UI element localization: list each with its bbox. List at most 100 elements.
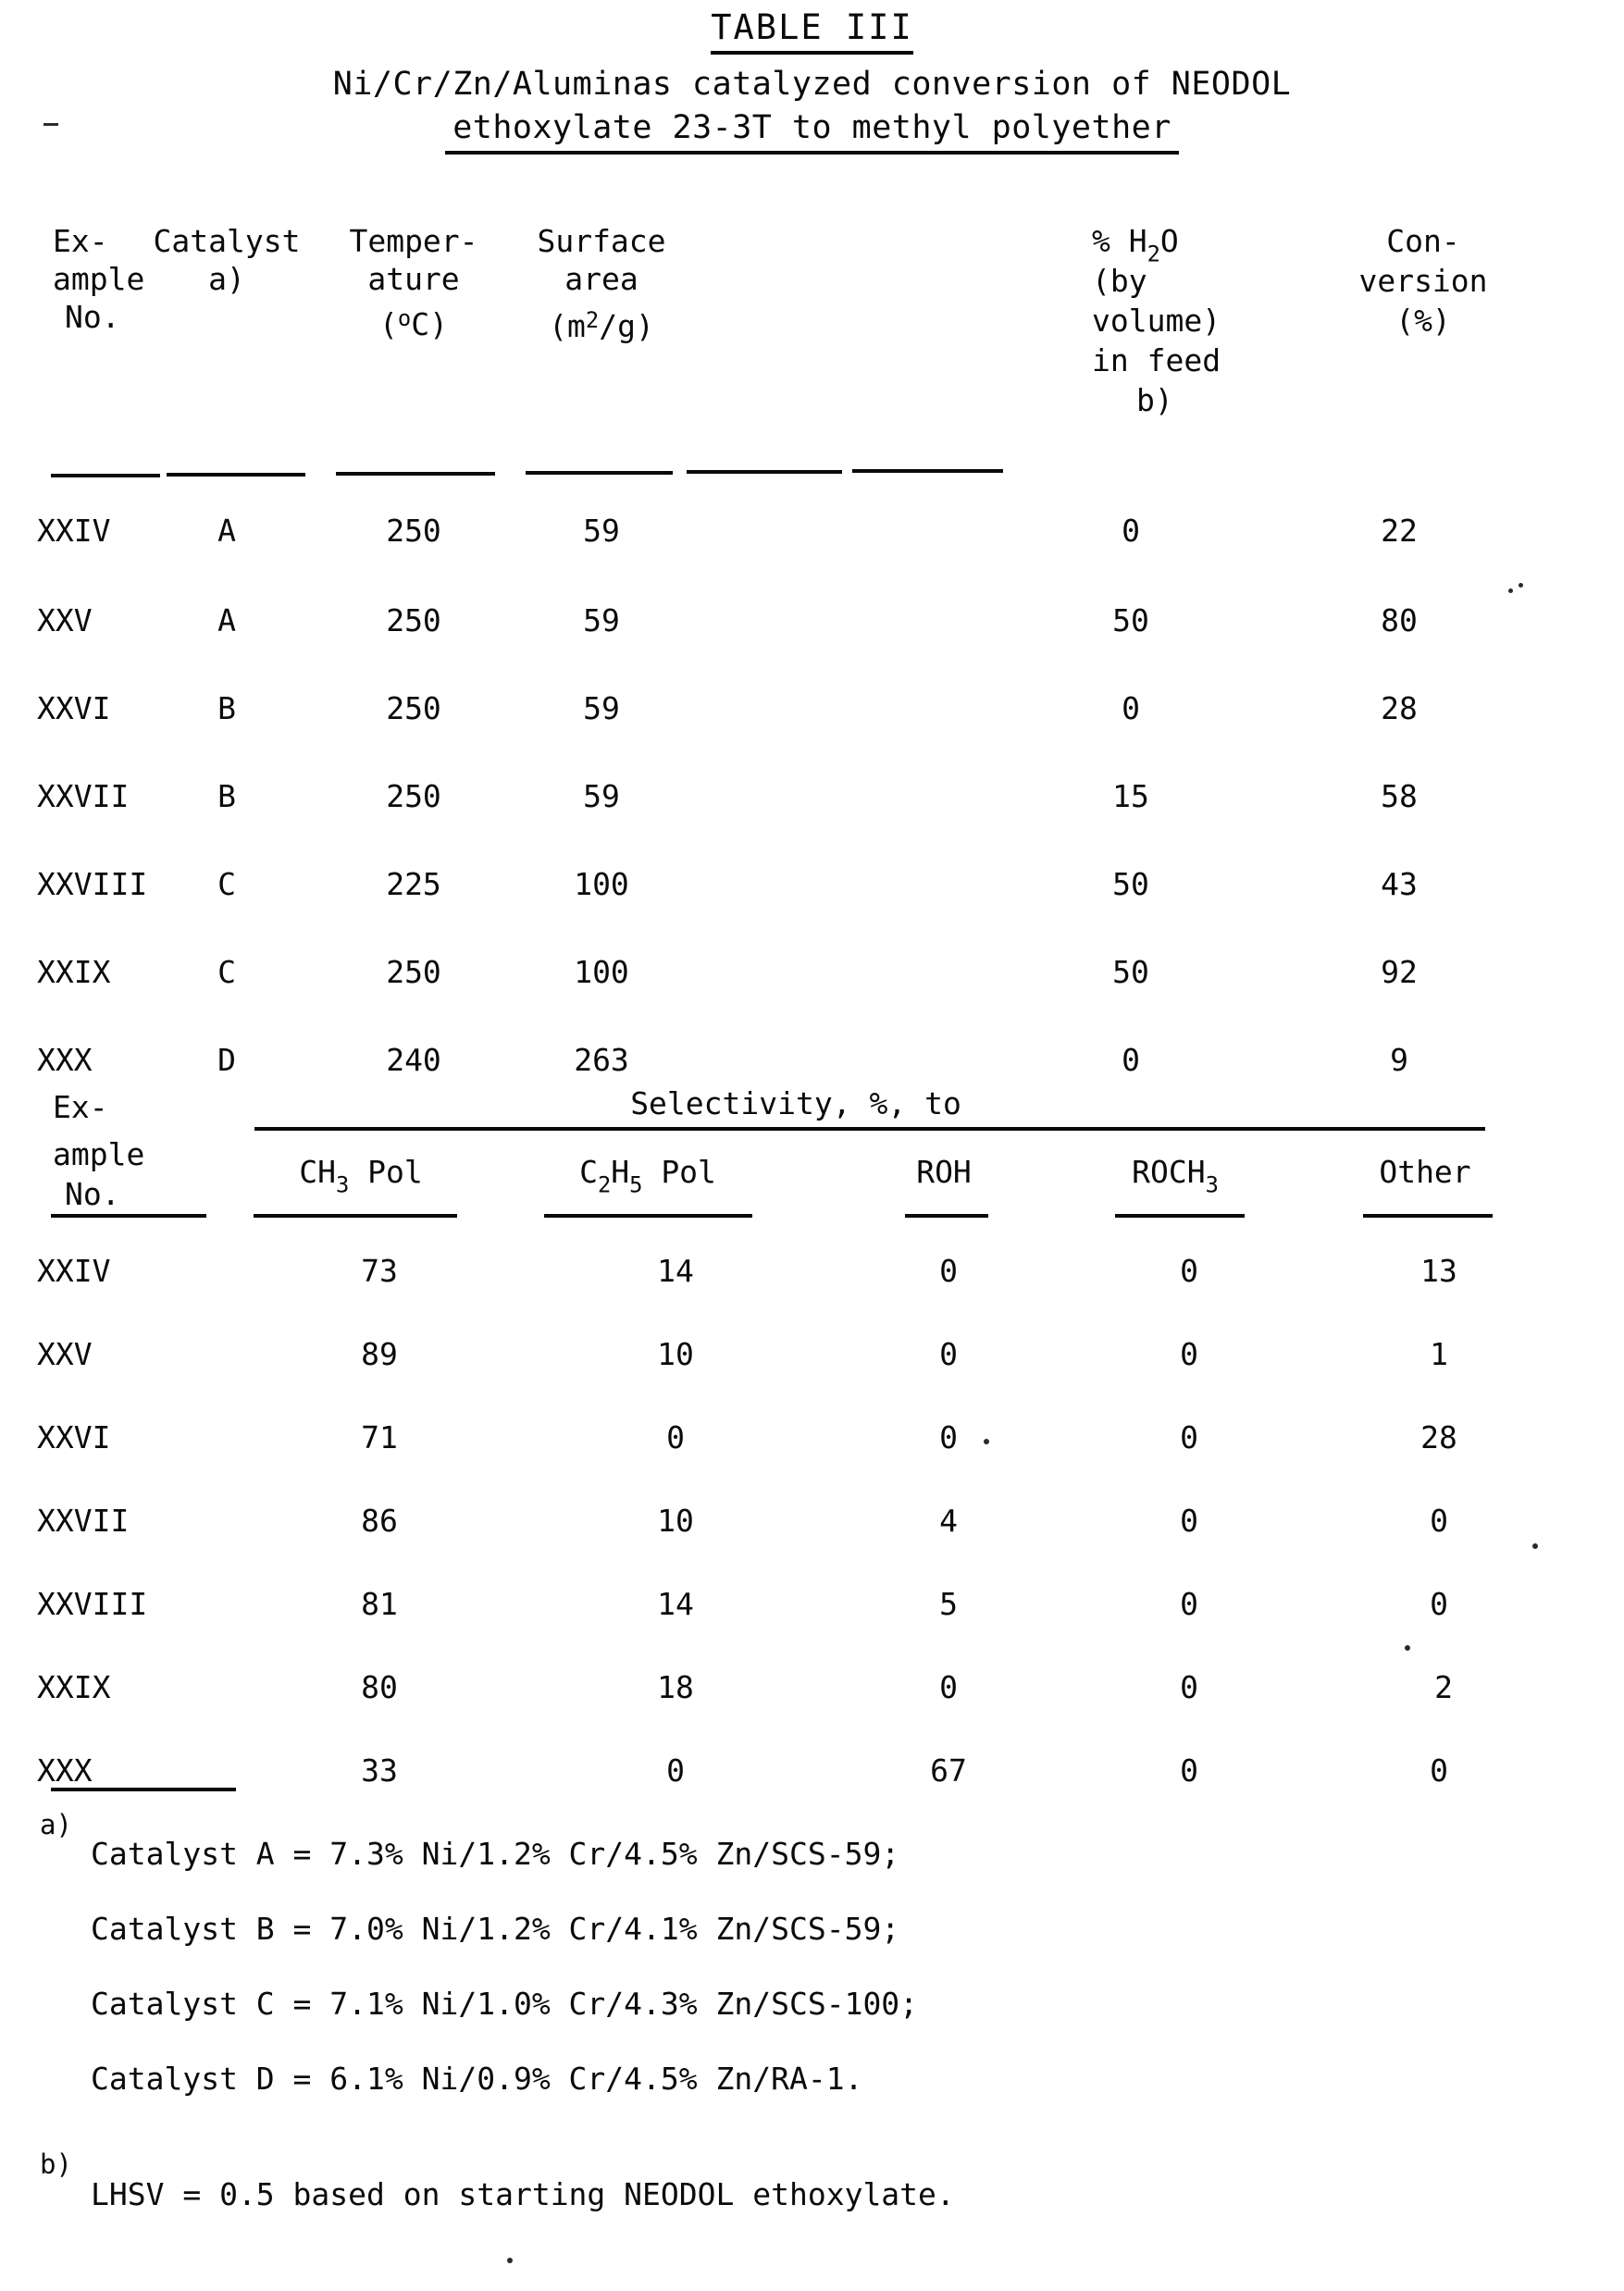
table-cell-water: 15	[1112, 778, 1149, 814]
table-cell-ch3pol: 89	[361, 1336, 398, 1372]
table-row: XXVII	[37, 1503, 130, 1539]
th-surface-area-line2: area	[564, 261, 638, 297]
table-cell-roh: 0	[939, 1253, 958, 1289]
table-cell-ch3pol: 86	[361, 1503, 398, 1539]
table-cell-conversion: 22	[1381, 513, 1418, 549]
header2-rule-ch3pol	[254, 1214, 457, 1218]
degree-icon: o	[397, 305, 412, 331]
th-example-line3: No.	[65, 299, 120, 335]
th-catalyst-note: a)	[208, 261, 245, 297]
table-cell-roh: 4	[939, 1503, 958, 1539]
th-surface-area-line1: Surface	[537, 223, 666, 259]
caption-line-1: Ni/Cr/Zn/Aluminas catalyzed conversion o…	[332, 66, 1292, 103]
table-cell-temperature: 250	[386, 602, 441, 638]
th-temperature-unit: (oC)	[379, 300, 448, 343]
spanner-rule	[254, 1127, 1485, 1131]
table-cell-temperature: 250	[386, 778, 441, 814]
header-rule-surface-area	[526, 471, 673, 475]
water-subscript: 2	[1147, 241, 1160, 267]
th2-c2h5pol: C2H5 Pol	[579, 1153, 716, 1205]
ch3pol-subscript: 3	[335, 1171, 350, 1198]
table-cell-roch3: 0	[1180, 1503, 1198, 1539]
table-cell-water: 50	[1112, 602, 1149, 638]
th2-example-line1: Ex-	[53, 1089, 108, 1125]
header-rule-temperature	[336, 472, 495, 476]
table-cell-roh: 5	[939, 1586, 958, 1622]
table-cell-conversion: 28	[1381, 690, 1418, 726]
table-cell-surface-area: 59	[583, 513, 620, 549]
table-cell-roh: 67	[930, 1752, 967, 1789]
table-cell-temperature: 240	[386, 1042, 441, 1078]
th-conversion-unit: (%)	[1395, 303, 1451, 339]
table-cell-roch3: 0	[1180, 1752, 1198, 1789]
stray-speck	[1508, 588, 1513, 593]
table-cell-c2h5pol: 10	[657, 1503, 694, 1539]
th-temperature-line1: Temper-	[349, 223, 478, 259]
header2-rule-roch3	[1115, 1214, 1245, 1218]
stray-speck	[1532, 1543, 1538, 1549]
table-cell-c2h5pol: 14	[657, 1253, 694, 1289]
table-cell-water: 50	[1112, 866, 1149, 902]
th-temperature-line2: ature	[367, 261, 460, 297]
temp-unit-open: (	[379, 305, 398, 342]
ch3pol-prefix: CH	[299, 1154, 336, 1190]
footnote-a-line-1: Catalyst A = 7.3% Ni/1.2% Cr/4.5% Zn/SCS…	[91, 1836, 900, 1872]
water-percent-h: % H	[1092, 223, 1147, 259]
table-row: XXIX	[37, 954, 111, 990]
th-water-line2: (by	[1092, 263, 1147, 299]
table-cell-temperature: 250	[386, 954, 441, 990]
table-cell-conversion: 92	[1381, 954, 1418, 990]
footnote-a-line-2: Catalyst B = 7.0% Ni/1.2% Cr/4.1% Zn/SCS…	[91, 1911, 900, 1947]
table-cell-roch3: 0	[1180, 1669, 1198, 1705]
table-cell-roch3: 0	[1180, 1253, 1198, 1289]
table-cell-ch3pol: 81	[361, 1586, 398, 1622]
th-water-line4: in feed	[1092, 342, 1221, 378]
area-unit-close: /g)	[599, 307, 654, 344]
table-cell-ch3pol: 33	[361, 1752, 398, 1789]
th-conversion-line2: version	[1358, 263, 1488, 299]
table-cell-catalyst: B	[217, 690, 236, 726]
table-cell-ch3pol: 71	[361, 1419, 398, 1455]
table-cell-catalyst: C	[217, 866, 236, 902]
header2-rule-c2h5pol	[544, 1214, 752, 1218]
table-cell-roch3: 0	[1180, 1586, 1198, 1622]
table-row: XXVI	[37, 690, 111, 726]
c2h5pol-suffix: Pol	[642, 1154, 716, 1190]
th-water-note: b)	[1136, 382, 1173, 418]
th2-example-line2: ample	[53, 1136, 145, 1172]
table-cell-surface-area: 59	[583, 602, 620, 638]
table-row: XXIV	[37, 513, 111, 549]
header-rule-example	[51, 474, 160, 477]
stray-speck	[1519, 583, 1523, 588]
table-cell-c2h5pol: 10	[657, 1336, 694, 1372]
th2-roh: ROH	[916, 1154, 972, 1190]
table-cell-other: 0	[1430, 1586, 1448, 1622]
footnote-marker-b: b)	[40, 2149, 72, 2180]
table-cell-surface-area: 100	[574, 866, 629, 902]
table-cell-temperature: 225	[386, 866, 441, 902]
table-row: XXX	[37, 1752, 93, 1789]
footnote-a-line-3: Catalyst C = 7.1% Ni/1.0% Cr/4.3% Zn/SCS…	[91, 1986, 919, 2022]
table-cell-surface-area: 59	[583, 690, 620, 726]
table-row: XXIX	[37, 1669, 111, 1705]
table-caption: Ni/Cr/Zn/Aluminas catalyzed conversion o…	[0, 63, 1624, 155]
table-cell-catalyst: B	[217, 778, 236, 814]
table-cell-roch3: 0	[1180, 1419, 1198, 1455]
header2-rule-roh	[905, 1214, 988, 1218]
header-rule-water	[687, 470, 842, 474]
table-cell-catalyst: C	[217, 954, 236, 990]
table-cell-other: 1	[1430, 1336, 1448, 1372]
ch3pol-suffix: Pol	[349, 1154, 423, 1190]
footnote-separator-rule	[51, 1788, 236, 1791]
table-row: XXVIII	[37, 1586, 148, 1622]
table-cell-roh: 0	[939, 1419, 958, 1455]
table-cell-other: 13	[1420, 1253, 1457, 1289]
c2h5pol-carbon: C	[579, 1154, 598, 1190]
table-cell-other: 0	[1430, 1752, 1448, 1789]
table-cell-temperature: 250	[386, 513, 441, 549]
table-row: XXIV	[37, 1253, 111, 1289]
table-cell-c2h5pol: 0	[666, 1419, 685, 1455]
table-title-block: TABLE III	[0, 6, 1624, 55]
stray-speck	[1405, 1645, 1410, 1651]
roch3-prefix: ROCH	[1132, 1154, 1206, 1190]
